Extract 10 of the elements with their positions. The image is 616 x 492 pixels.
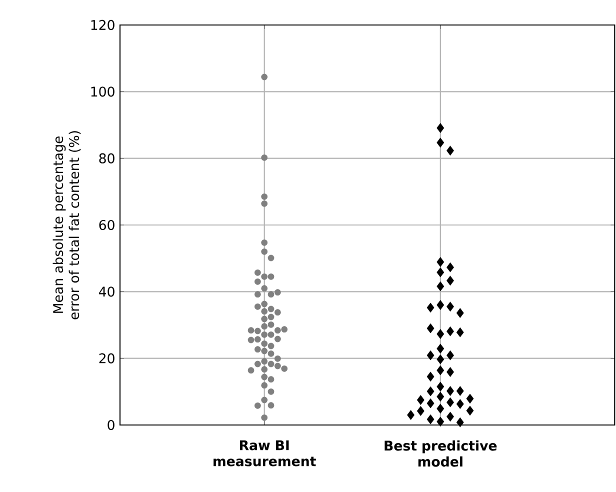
- y-tick-label: 40: [98, 286, 114, 297]
- y-tick-label: 20: [99, 353, 114, 364]
- y-tick-label: 60: [99, 220, 114, 230]
- y-axis-title: Mean absolute percentage error of total fat content (%): [52, 131, 81, 320]
- x-tick-label: Best predictive model: [384, 440, 497, 467]
- x-tick-label: Raw BI measurement: [214, 440, 316, 466]
- y-tick-label: 0: [108, 420, 114, 430]
- y-tick-label: 120: [91, 20, 114, 30]
- y-tick-label: 100: [91, 86, 114, 97]
- y-tick-label: 80: [99, 153, 114, 164]
